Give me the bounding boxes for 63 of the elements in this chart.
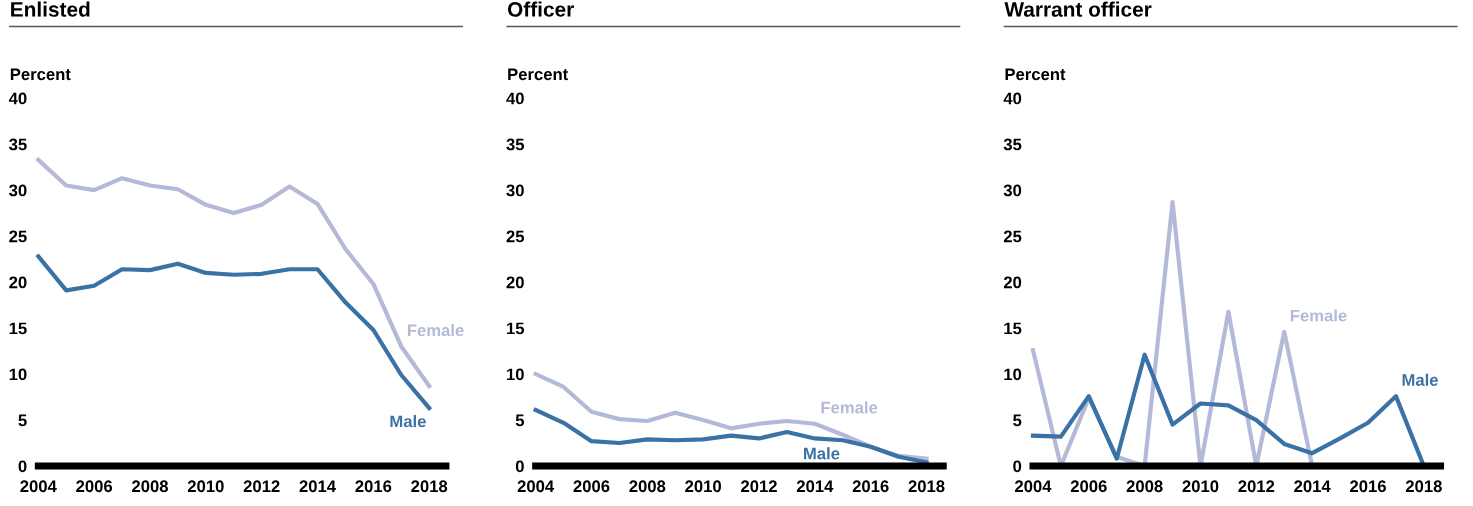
annotation: Male bbox=[1402, 373, 1438, 386]
x-tick-label: 2008 bbox=[132, 480, 169, 493]
y-tick-label: 40 bbox=[506, 92, 524, 105]
y-tick-label: 5 bbox=[18, 414, 27, 427]
y-tick-label: 15 bbox=[9, 322, 27, 335]
x-tick-label: 2006 bbox=[76, 480, 113, 493]
y-tick-label: 20 bbox=[9, 276, 27, 289]
y-tick-label: 5 bbox=[1013, 414, 1022, 427]
x-tick-label: 2006 bbox=[1070, 480, 1107, 493]
x-tick-label: 2018 bbox=[908, 480, 945, 493]
x-tick-label: 2014 bbox=[796, 480, 834, 493]
x-tick-label: 2014 bbox=[1294, 480, 1331, 493]
y-tick-label: 35 bbox=[1003, 138, 1022, 151]
y-tick-label: 10 bbox=[507, 368, 524, 381]
y-tick-label: 35 bbox=[9, 138, 27, 151]
y-tick-label: 0 bbox=[1013, 460, 1022, 473]
x-tick-label: 2012 bbox=[741, 480, 777, 493]
x-tick-label: 2018 bbox=[1405, 480, 1442, 493]
x-tick-label: 2004 bbox=[517, 480, 555, 493]
x-tick-label: 2004 bbox=[20, 480, 57, 493]
y-tick-label: 5 bbox=[515, 414, 525, 427]
annotation: Female bbox=[821, 401, 878, 414]
annotation: Male bbox=[390, 415, 426, 428]
y-tick-label: 25 bbox=[1003, 230, 1022, 243]
y-tick-label: 0 bbox=[515, 460, 524, 473]
x-tick-label: 2016 bbox=[852, 480, 889, 493]
annotation: Female bbox=[407, 323, 464, 337]
annotation: Female bbox=[1290, 309, 1347, 322]
y-tick-label: 20 bbox=[1003, 276, 1022, 289]
x-tick-label: 2016 bbox=[1350, 480, 1386, 493]
x-tick-label: 2018 bbox=[411, 480, 448, 493]
x-tick-label: 2012 bbox=[1238, 480, 1275, 493]
chart-title: Enlisted bbox=[11, 1, 90, 17]
chart-title: Officer bbox=[507, 1, 574, 17]
chart-title: Warrant officer bbox=[1004, 1, 1152, 17]
y-tick-label: 0 bbox=[18, 460, 27, 473]
y-axis-title: Percent bbox=[10, 68, 71, 81]
x-tick-label: 2004 bbox=[1014, 480, 1052, 493]
x-tick-label: 2006 bbox=[573, 480, 610, 493]
x-tick-label: 2010 bbox=[685, 480, 722, 493]
y-tick-label: 30 bbox=[506, 184, 524, 197]
x-tick-label: 2010 bbox=[1182, 480, 1219, 493]
y-tick-label: 30 bbox=[9, 184, 27, 197]
y-tick-label: 15 bbox=[507, 322, 525, 335]
y-tick-label: 25 bbox=[506, 230, 525, 243]
x-tick-label: 2008 bbox=[1126, 480, 1163, 493]
y-tick-label: 30 bbox=[1003, 184, 1022, 197]
y-axis-title: Percent bbox=[1005, 68, 1066, 81]
y-tick-label: 40 bbox=[8, 92, 27, 105]
x-tick-label: 2012 bbox=[243, 480, 280, 493]
y-tick-label: 40 bbox=[1003, 92, 1022, 105]
x-tick-label: 2008 bbox=[629, 480, 666, 493]
x-tick-label: 2010 bbox=[187, 480, 224, 493]
x-tick-label: 2016 bbox=[355, 480, 392, 493]
y-tick-label: 25 bbox=[9, 230, 27, 243]
y-tick-label: 20 bbox=[506, 276, 524, 289]
y-tick-label: 15 bbox=[1004, 322, 1022, 335]
y-tick-label: 10 bbox=[1004, 368, 1022, 381]
y-tick-label: 10 bbox=[9, 368, 27, 381]
y-axis-title: Percent bbox=[508, 68, 569, 81]
y-tick-label: 35 bbox=[506, 138, 525, 151]
x-tick-label: 2014 bbox=[299, 480, 336, 493]
annotation: Male bbox=[804, 447, 840, 460]
